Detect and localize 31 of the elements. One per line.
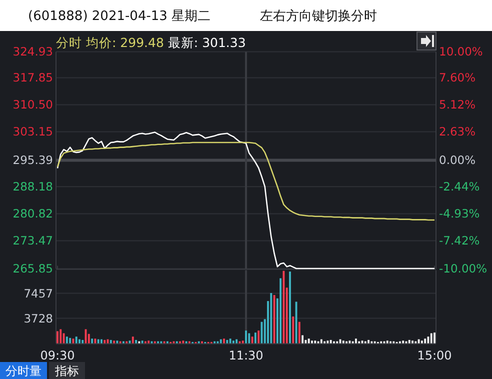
y-tick-label: 265.85: [12, 262, 53, 276]
y2-tick-label: -2.44%: [439, 180, 480, 194]
y2-tick-label: -10.00%: [439, 262, 488, 276]
line-series: [56, 142, 436, 221]
y-tick-label: 324.93: [12, 44, 53, 59]
y2-tick-label: 7.60%: [439, 70, 476, 85]
text: 均价: 299.48: [82, 35, 164, 50]
y-tick-label: 7457: [24, 286, 53, 300]
y2-tick-label: -7.42%: [439, 234, 480, 248]
text: 分时: [56, 35, 82, 50]
x-tick-label: 15:00: [417, 348, 452, 362]
y2-tick-label: -4.93%: [439, 206, 480, 221]
y-tick-label: 295.39: [12, 153, 53, 168]
y-tick-label: 3728: [24, 311, 53, 326]
text: 左右方向键切换分时: [260, 8, 377, 24]
x-tick-label: 11:30: [228, 348, 264, 362]
y-tick-label: 280.82: [12, 206, 53, 221]
chart-title: (601888) 2021-04-13 星期二: [28, 9, 211, 24]
y-tick-label: 303.15: [12, 124, 53, 139]
text: 最新: 301.33: [164, 35, 246, 50]
text: 指标: [54, 364, 79, 378]
y-tick-label: 288.18: [12, 180, 53, 194]
x-tick-label: 09:30: [40, 348, 75, 362]
text: 分时量: [6, 364, 42, 378]
y2-tick-label: 5.12%: [439, 98, 476, 112]
y-tick-label: 310.50: [12, 98, 53, 112]
y-tick-label: 273.47: [12, 234, 53, 248]
y2-tick-label: 0.00%: [439, 153, 476, 168]
y2-tick-label: 2.63%: [439, 124, 476, 139]
y-tick-label: 317.85: [12, 70, 53, 85]
y2-tick-label: 10.00%: [439, 44, 483, 59]
